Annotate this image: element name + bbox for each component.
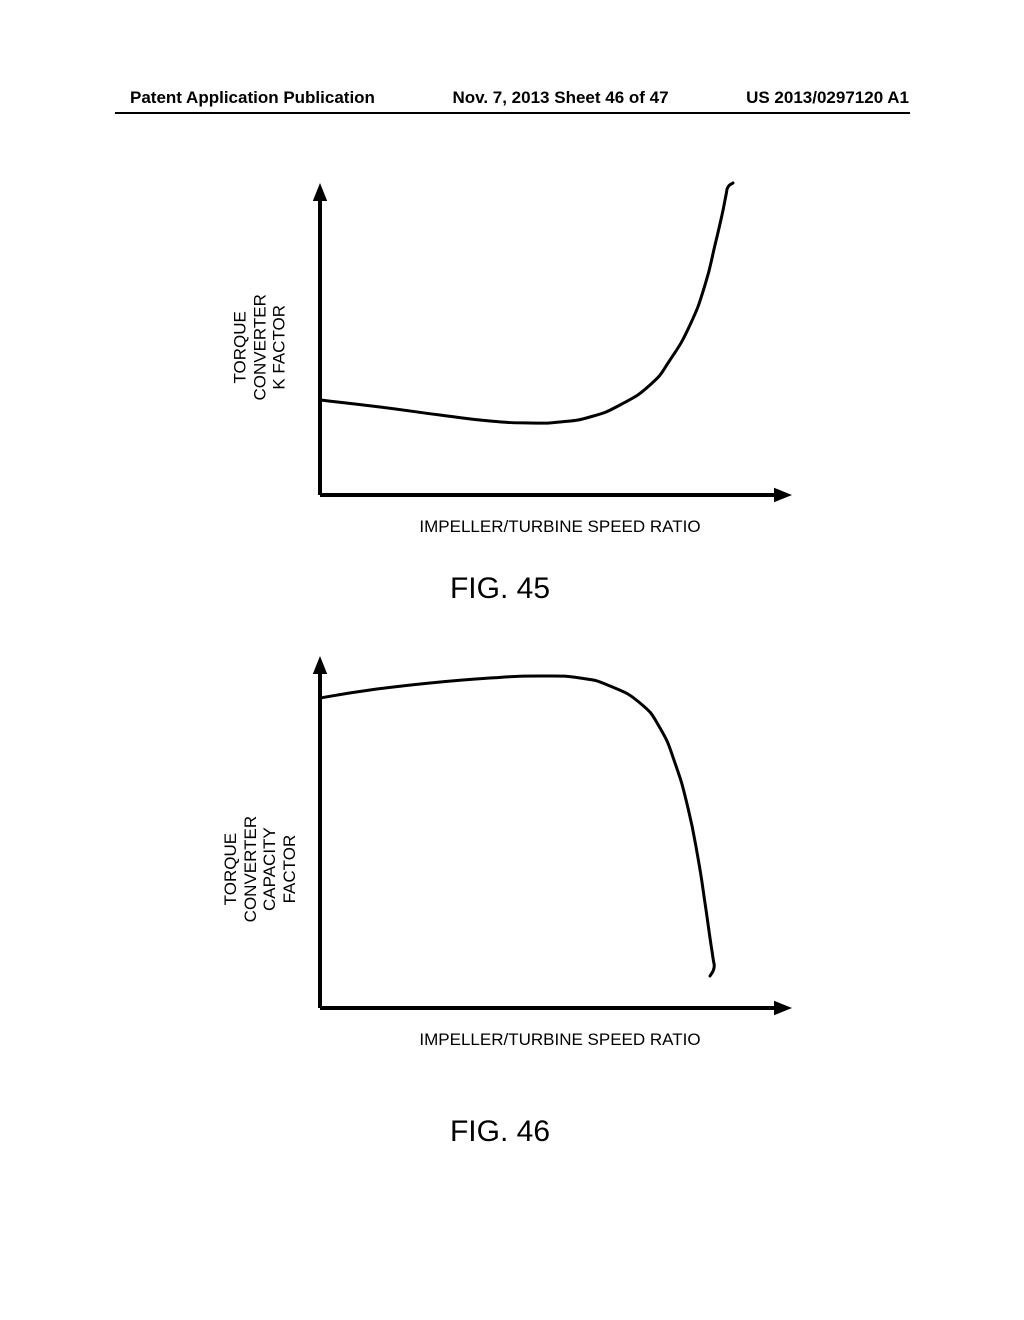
chart-fig46-ylabel: TORQUE CONVERTER CAPACITY FACTOR (221, 784, 299, 954)
header-right: US 2013/0297120 A1 (746, 88, 909, 108)
chart-fig45-svg (260, 175, 800, 515)
header-center: Nov. 7, 2013 Sheet 46 of 47 (452, 88, 668, 108)
chart-fig45-xlabel: IMPELLER/TURBINE SPEED RATIO (410, 517, 710, 537)
header-underline (115, 112, 910, 114)
chart-fig46-xlabel: IMPELLER/TURBINE SPEED RATIO (410, 1030, 710, 1050)
chart-fig45-label: FIG. 45 (400, 572, 600, 606)
chart-fig46 (260, 648, 800, 1028)
chart-fig45 (260, 175, 800, 515)
chart-fig46-svg (260, 648, 800, 1028)
header-left: Patent Application Publication (130, 88, 375, 108)
chart-fig45-ylabel: TORQUE CONVERTER K FACTOR (231, 272, 290, 422)
page-header: Patent Application Publication Nov. 7, 2… (0, 88, 1024, 108)
chart-fig46-label: FIG. 46 (400, 1115, 600, 1149)
